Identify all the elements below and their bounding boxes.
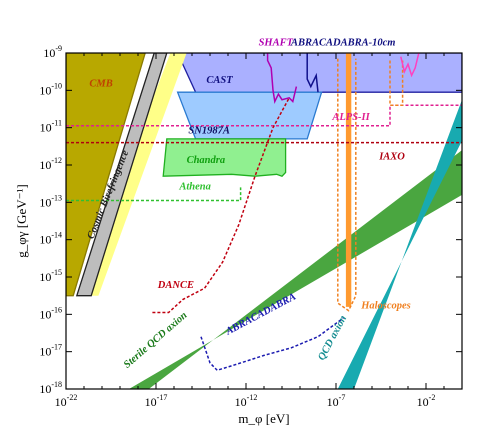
y-tick-label: 10-14 [39, 231, 62, 247]
y-tick-label: 10-18 [39, 380, 62, 396]
x-tick-label: 10-12 [235, 393, 258, 409]
y-tick-label: 10-17 [39, 343, 62, 359]
region-haloscopes-column [346, 53, 351, 307]
y-tick-label: 10-11 [40, 119, 62, 135]
annotation-athena: Athena [178, 181, 211, 192]
x-tick-label: 10-2 [417, 393, 436, 409]
annotation-alps-ii: ALPS-II [331, 112, 370, 123]
line-abracadabra [201, 318, 343, 370]
x-axis-label: m_φ [eV] [238, 411, 289, 426]
x-tick-label: 10-22 [55, 393, 78, 409]
y-tick-label: 10-12 [39, 156, 62, 172]
region-layer [66, 53, 462, 389]
x-tick-label: 10-17 [145, 393, 168, 409]
annotation-iaxo: IAXO [378, 151, 405, 162]
region-cast [178, 53, 462, 92]
annotation-sn1987a: SN1987A [188, 125, 229, 136]
annotation-cmb: CMB [89, 79, 112, 90]
annotation-haloscopes: Haloscopes [360, 301, 411, 312]
annotation-qcd-axion: QCD axion [316, 314, 349, 363]
y-tick-label: 10-16 [39, 305, 62, 321]
annotation-chandra: Chandra [187, 155, 226, 166]
annotation-abracadabra: ABRACADABRA [223, 291, 298, 338]
y-axis-label: g_φγ [GeV⁻¹] [14, 184, 29, 257]
annotation-abracadabra-10cm: ABRACADABRA-10cm [290, 38, 395, 49]
y-tick-label: 10-9 [43, 44, 62, 60]
y-tick-label: 10-15 [39, 268, 62, 284]
x-tick-label: 10-7 [327, 393, 346, 409]
annotation-shaft: SHAFT [259, 38, 294, 49]
y-tick-label: 10-13 [39, 193, 62, 209]
y-tick-label: 10-10 [39, 81, 62, 97]
annotation-dance: DANCE [157, 280, 194, 291]
annotation-cast: CAST [206, 75, 233, 86]
